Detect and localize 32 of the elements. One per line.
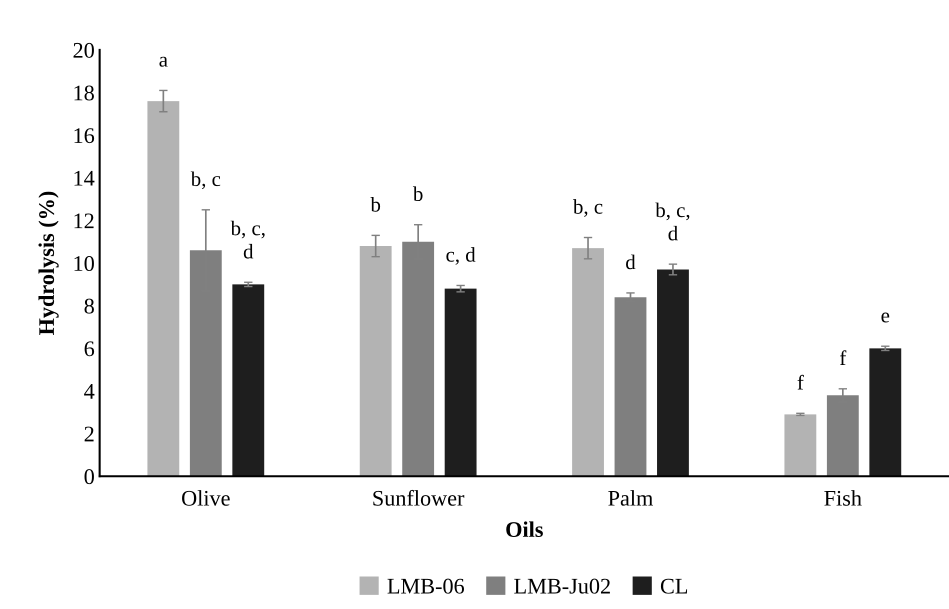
y-tick-label: 12 (74, 213, 94, 228)
annotation: b, c (190, 171, 220, 190)
annotation: c, d (446, 247, 476, 265)
annotation: b, c, d (655, 202, 690, 240)
annotation: b (370, 197, 380, 212)
x-tick-label: Fish (824, 490, 862, 506)
y-tick-label: 0 (84, 469, 94, 484)
x-axis-title: Oils (506, 521, 543, 538)
y-tick-label: 18 (74, 86, 94, 100)
x-tick-label: Sunflower (373, 490, 464, 506)
x-tick-label: Palm (608, 490, 653, 506)
y-tick-label: 20 (74, 42, 94, 58)
y-tick-label: 2 (84, 426, 94, 442)
legend-label: CL (660, 578, 688, 594)
y-tick-label: 16 (74, 128, 94, 144)
annotation: d (626, 254, 636, 270)
annotation: b, c (572, 199, 602, 217)
y-tick-label: 6 (84, 341, 94, 356)
annotation: e (881, 312, 890, 323)
annotation: f (840, 350, 846, 365)
annotation: f (798, 374, 804, 390)
y-tick-label: 8 (84, 298, 94, 314)
y-tick-label: 10 (74, 256, 94, 272)
annotation: a (159, 56, 168, 67)
legend-label: LMB-06 (388, 578, 464, 594)
annotation: b (412, 186, 423, 202)
annotation: b, c, d (230, 220, 265, 259)
y-tick-label: 14 (74, 170, 94, 186)
y-tick-label: 4 (84, 384, 94, 399)
legend-label: LMB-Ju02 (514, 578, 610, 594)
x-tick-label: Olive (182, 490, 230, 506)
y-axis-title: Hydrolysis (%) (38, 192, 59, 336)
